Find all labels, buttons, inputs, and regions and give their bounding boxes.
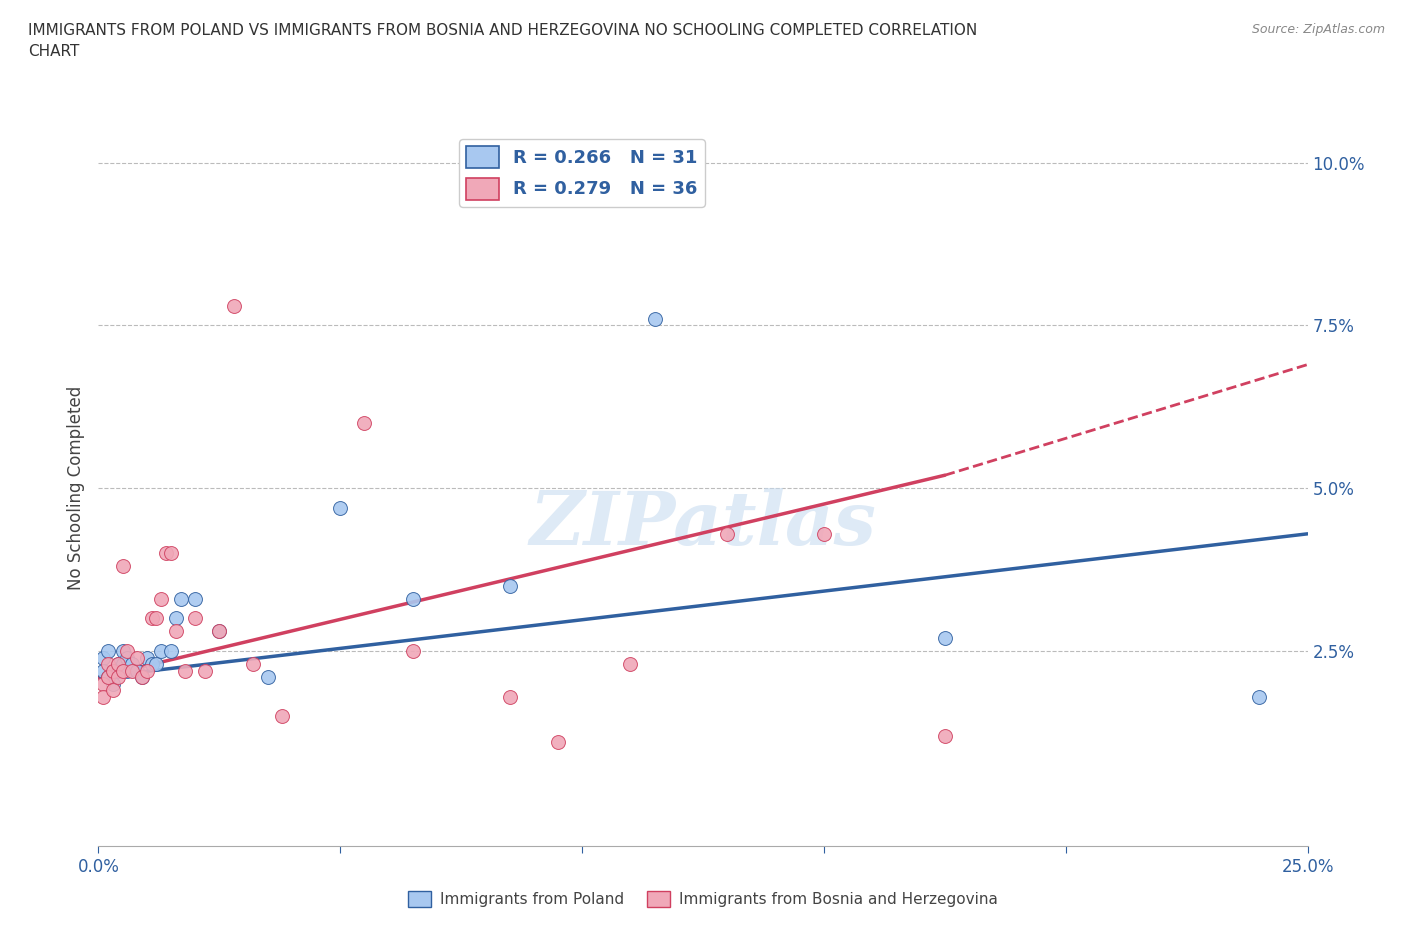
Text: Source: ZipAtlas.com: Source: ZipAtlas.com [1251,23,1385,36]
Point [329,500,352,515]
Point [135,650,157,665]
Point [97,644,120,658]
Point [222,299,245,313]
Point [145,611,167,626]
Point [97,670,120,684]
Point [934,728,956,743]
Point [117,650,139,665]
Point [107,670,129,684]
Point [101,676,124,691]
Point [111,559,134,574]
Point [117,644,139,658]
Point [160,644,183,658]
Y-axis label: No Schooling Completed: No Schooling Completed [66,386,84,591]
Point [155,546,177,561]
Point [150,591,173,606]
Point [131,670,153,684]
Point [165,611,187,626]
Point [91,676,114,691]
Point [184,591,207,606]
Point [101,663,124,678]
Point [131,670,153,684]
Point [208,624,231,639]
Point [97,670,120,684]
Point [101,663,124,678]
Point [141,611,163,626]
Point [141,657,163,671]
Point [402,644,425,658]
Point [160,546,183,561]
Point [145,657,167,671]
Point [1249,689,1271,704]
Point [107,657,129,671]
Point [813,526,835,541]
Point [208,624,231,639]
Point [716,526,738,541]
Point [91,650,114,665]
Point [242,657,264,671]
Point [135,663,157,678]
Point [127,663,149,678]
Point [91,689,114,704]
Point [353,416,375,431]
Point [150,644,173,658]
Point [271,709,294,724]
Point [498,689,520,704]
Point [107,657,129,671]
Point [934,631,956,645]
Point [117,663,139,678]
Point [91,663,114,678]
Point [169,591,191,606]
Point [111,644,134,658]
Point [165,624,187,639]
Point [101,683,124,698]
Point [121,663,143,678]
Point [402,591,425,606]
Legend: Immigrants from Poland, Immigrants from Bosnia and Herzegovina: Immigrants from Poland, Immigrants from … [402,884,1004,913]
Point [194,663,217,678]
Text: ZIPatlas: ZIPatlas [530,488,876,560]
Legend: R = 0.266   N = 31, R = 0.279   N = 36: R = 0.266 N = 31, R = 0.279 N = 36 [460,140,704,206]
Point [127,650,149,665]
Point [619,657,641,671]
Point [256,670,278,684]
Point [111,663,134,678]
Text: IMMIGRANTS FROM POLAND VS IMMIGRANTS FROM BOSNIA AND HERZEGOVINA NO SCHOOLING CO: IMMIGRANTS FROM POLAND VS IMMIGRANTS FRO… [28,23,977,60]
Point [111,657,134,671]
Point [121,657,143,671]
Point [498,578,520,593]
Point [547,735,569,750]
Point [184,611,207,626]
Point [174,663,197,678]
Point [644,312,666,326]
Point [107,663,129,678]
Point [97,657,120,671]
